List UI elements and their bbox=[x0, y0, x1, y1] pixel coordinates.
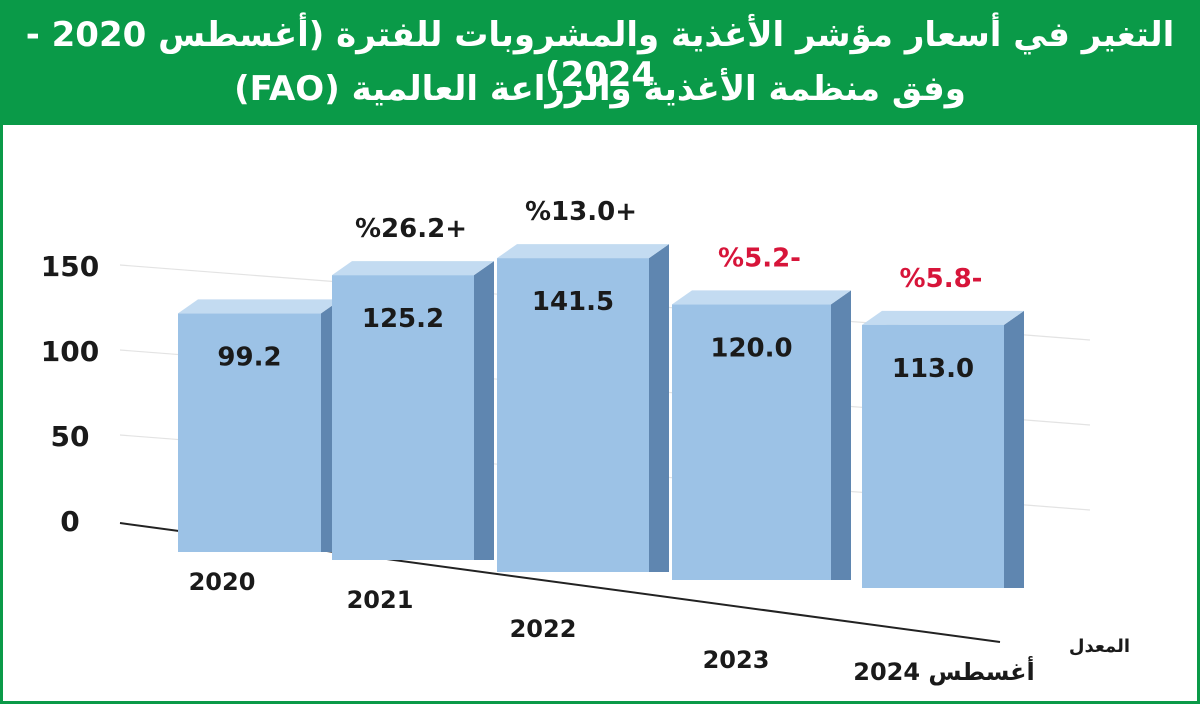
change-label: %13.0+ bbox=[525, 197, 637, 227]
x-axis-labels: 2020 2021 2022 2023 أغسطس 2024 bbox=[189, 568, 1035, 686]
bar-top bbox=[178, 299, 341, 314]
bar-side bbox=[474, 261, 494, 560]
bar-top bbox=[332, 261, 494, 276]
bar-top bbox=[862, 310, 1024, 325]
change-label: %5.8- bbox=[900, 264, 983, 294]
y-tick-label: 150 bbox=[41, 250, 99, 283]
chart-title-line-1: التغير في أسعار مؤشر الأغذية والمشروبات … bbox=[25, 15, 1175, 95]
y-tick-label: 100 bbox=[41, 335, 99, 368]
chart-title-line-2: وفق منظمة الأغذية والزراعة العالمية (FAO… bbox=[234, 69, 966, 109]
bar-group: 99.2 bbox=[178, 299, 341, 552]
y-tick-label: 0 bbox=[60, 505, 79, 538]
x-tick-label: 2022 bbox=[510, 615, 577, 643]
bar-group: 125.2 %26.2+ bbox=[332, 214, 494, 560]
bar bbox=[672, 304, 831, 580]
x-axis-label: المعدل bbox=[1069, 636, 1130, 657]
y-axis: 0 50 100 150 bbox=[41, 250, 99, 538]
bar-value-label: 125.2 bbox=[362, 304, 444, 334]
bars: 99.2 125.2 %26.2+ 141.5 %13.0+ 120.0 %5.2- 113.… bbox=[178, 197, 1024, 588]
x-tick-label: أغسطس 2024 bbox=[853, 656, 1035, 686]
bar-side bbox=[1004, 310, 1024, 588]
bar-group: 141.5 %13.0+ bbox=[497, 197, 669, 572]
bar-value-label: 99.2 bbox=[217, 342, 281, 372]
change-label: %26.2+ bbox=[355, 214, 467, 244]
bar-group: 113.0 %5.8- bbox=[862, 264, 1024, 588]
bar-side bbox=[649, 244, 669, 572]
bar-group: 120.0 %5.2- bbox=[672, 243, 851, 580]
title-banner: التغير في أسعار مؤشر الأغذية والمشروبات … bbox=[3, 3, 1197, 125]
x-tick-label: 2023 bbox=[703, 646, 770, 674]
bar-top bbox=[672, 290, 851, 305]
bar-value-label: 120.0 bbox=[710, 333, 792, 363]
bar bbox=[178, 313, 321, 552]
bar-top bbox=[497, 244, 669, 259]
change-label: %5.2- bbox=[718, 243, 801, 273]
x-tick-label: 2021 bbox=[347, 586, 414, 614]
x-tick-label: 2020 bbox=[189, 568, 256, 596]
bar bbox=[332, 275, 474, 560]
bar-side bbox=[831, 290, 851, 580]
bar bbox=[862, 324, 1004, 588]
bar-value-label: 113.0 bbox=[892, 354, 974, 384]
bar-value-label: 141.5 bbox=[532, 287, 614, 317]
y-tick-label: 50 bbox=[51, 420, 90, 453]
bar bbox=[497, 258, 649, 572]
